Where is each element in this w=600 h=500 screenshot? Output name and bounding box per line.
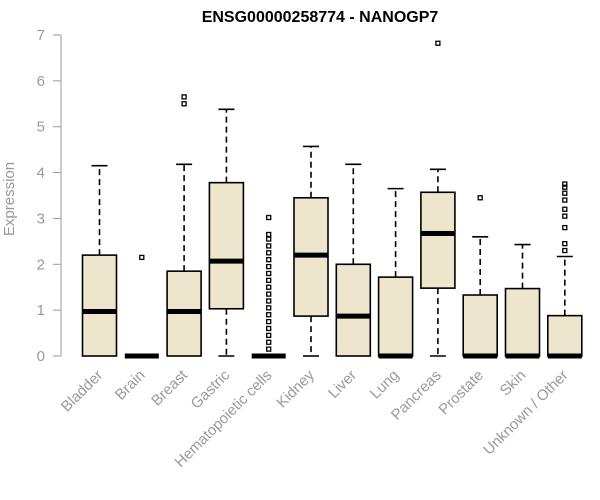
outlier-point	[266, 214, 272, 221]
outlier-point	[181, 101, 187, 107]
box-body	[504, 287, 541, 357]
outlier-point	[266, 231, 272, 238]
box-pancreas	[420, 40, 456, 357]
y-tick-label: 2	[37, 256, 45, 273]
box-kidney	[293, 145, 329, 357]
outlier-point	[562, 197, 568, 203]
x-category-label: Brain	[112, 367, 149, 404]
outlier-point	[562, 190, 568, 196]
outlier-point	[266, 284, 272, 290]
box-body	[81, 254, 118, 357]
outlier-point	[266, 243, 272, 249]
outlier-point	[266, 277, 272, 283]
outlier-point	[562, 224, 568, 231]
outlier-point	[266, 325, 272, 332]
y-tick-label: 5	[37, 119, 45, 136]
outlier-point	[477, 195, 483, 201]
box-body	[208, 181, 245, 310]
outlier-point	[562, 247, 568, 254]
x-category-label: Kidney	[273, 366, 318, 411]
outlier-point	[562, 240, 568, 247]
box-lung	[377, 187, 414, 359]
box-body	[546, 314, 583, 357]
outlier-point	[266, 291, 272, 297]
outlier-point	[266, 298, 272, 304]
outlier-point	[562, 184, 568, 190]
outlier-point	[562, 213, 568, 219]
box-prostate	[462, 195, 499, 359]
outlier-point	[266, 332, 272, 339]
outlier-point	[266, 318, 272, 325]
x-category-label: Liver	[325, 367, 360, 402]
outlier-point	[266, 250, 272, 256]
y-axis-label: Expression	[1, 162, 18, 236]
y-tick-label: 1	[37, 302, 45, 319]
outlier-point	[266, 270, 272, 277]
box-liver	[335, 163, 372, 357]
outlier-point	[266, 263, 272, 270]
y-tick-label: 0	[37, 348, 45, 365]
x-category-label: Breast	[148, 366, 191, 409]
box-brain	[124, 254, 159, 359]
y-tick-label: 4	[37, 165, 45, 182]
outlier-point	[266, 346, 272, 352]
x-category-label: Bladder	[58, 367, 107, 416]
outlier-point	[562, 181, 568, 187]
y-tick-label: 3	[37, 210, 45, 227]
box-body	[462, 294, 499, 357]
y-tick-label: 7	[37, 27, 45, 44]
outlier-point	[266, 339, 272, 345]
y-axis-ticks: 0 1 2 3 4 5 6 7	[37, 27, 61, 365]
outlier-point	[181, 94, 187, 100]
outlier-point	[139, 254, 145, 261]
x-category-label: Prostate	[435, 367, 487, 419]
outlier-point	[266, 312, 272, 318]
box-skin	[504, 243, 541, 359]
outlier-point	[562, 206, 568, 212]
box-body	[420, 191, 456, 289]
x-category-label: Skin	[497, 367, 530, 400]
box-hematopoietic-cells	[251, 214, 286, 359]
box-body	[335, 263, 372, 357]
outlier-point	[435, 40, 441, 46]
box-breast	[166, 94, 202, 357]
box-body	[377, 276, 414, 357]
outlier-point	[266, 257, 272, 263]
outlier-point	[266, 305, 272, 311]
box-bladder	[81, 164, 118, 357]
box-unknown-other	[546, 181, 583, 359]
box-gastric	[208, 108, 245, 357]
box-group	[81, 40, 583, 359]
y-tick-label: 6	[37, 73, 45, 90]
x-category-label: Lung	[367, 367, 403, 403]
chart-title: ENSG00000258774 - NANOGP7	[202, 9, 439, 26]
outlier-point	[266, 236, 272, 242]
